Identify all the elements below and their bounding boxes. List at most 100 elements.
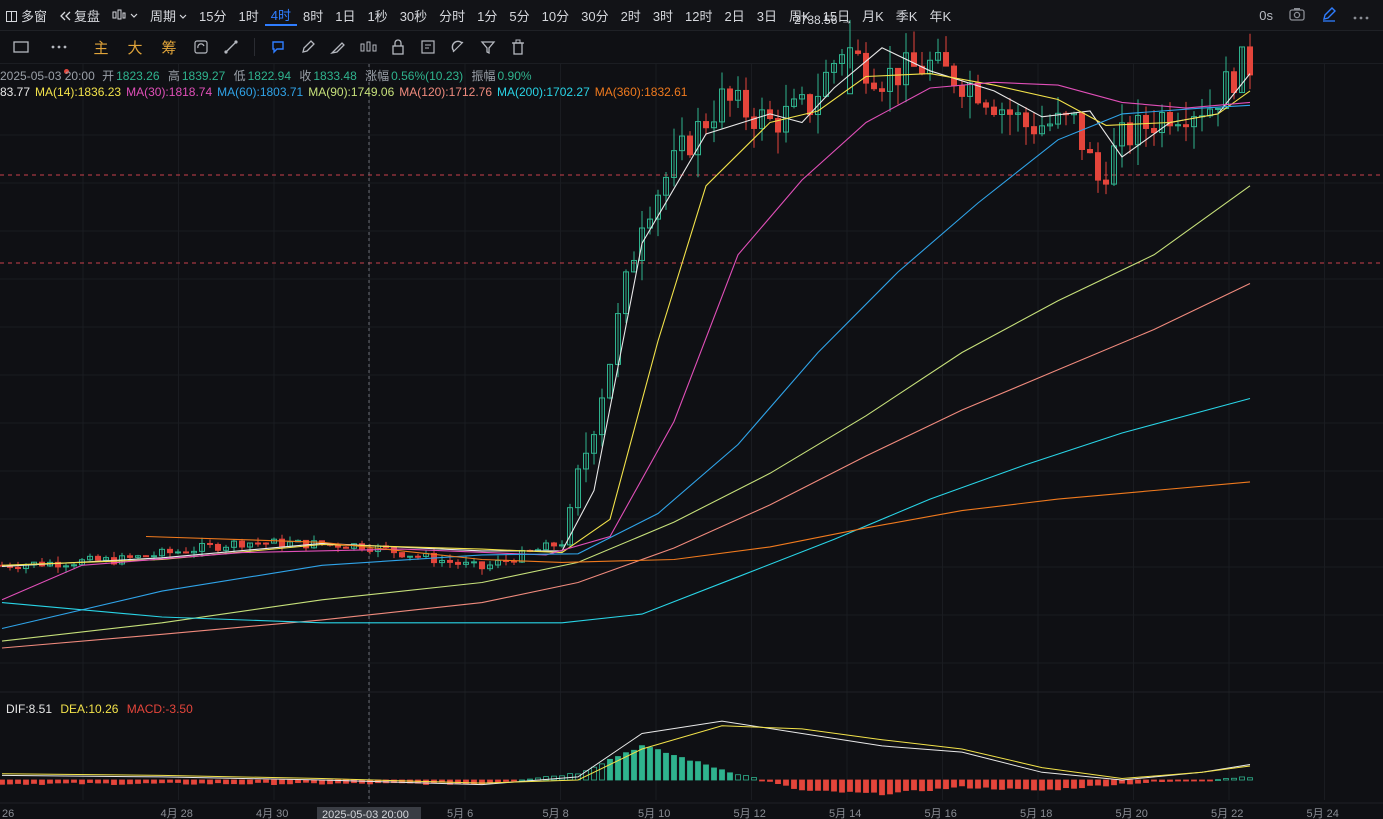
x-axis-tick-label: 5月 12 bbox=[734, 808, 766, 819]
magnet-icon[interactable] bbox=[447, 36, 469, 58]
topbar-item-ctype[interactable] bbox=[106, 8, 144, 23]
macd-bar bbox=[1175, 779, 1181, 782]
macd-bar bbox=[823, 779, 829, 791]
refresh-icon[interactable] bbox=[190, 36, 212, 58]
topbar-item-p15m[interactable]: 15分 bbox=[193, 6, 232, 25]
topbar-item-p2d[interactable]: 2日 bbox=[719, 6, 751, 25]
candle-body bbox=[159, 548, 165, 557]
more-options-icon[interactable] bbox=[48, 36, 70, 58]
topbar-item-p1s[interactable]: 1秒 bbox=[361, 6, 393, 25]
macd-bar bbox=[1223, 778, 1229, 781]
macd-bar bbox=[983, 779, 989, 788]
pen-icon[interactable] bbox=[297, 36, 319, 58]
crosshair-label-bg bbox=[317, 807, 421, 819]
amplitude-label: 振幅 bbox=[471, 69, 496, 83]
x-axis-tick-label: 4月 30 bbox=[256, 808, 288, 819]
crosshair-date-label: 2025-05-03 20:00 bbox=[322, 809, 409, 819]
lock-icon[interactable] bbox=[387, 36, 409, 58]
topbar-item-p1m[interactable]: 1分 bbox=[471, 6, 503, 25]
candle-body bbox=[743, 89, 749, 118]
candle-body bbox=[591, 434, 597, 454]
topbar-item-multi[interactable]: 多窗 bbox=[0, 6, 53, 25]
candle-body bbox=[207, 542, 213, 545]
macd-bar bbox=[807, 779, 813, 791]
candle-body bbox=[1135, 114, 1141, 146]
topbar-item-p15d[interactable]: 15日 bbox=[817, 6, 856, 25]
candle-body bbox=[15, 566, 21, 570]
ma-legend-item: MA(360):1832.61 bbox=[594, 85, 688, 99]
candle-body bbox=[447, 559, 453, 563]
candle-body bbox=[215, 543, 221, 551]
chevron-down-icon bbox=[130, 13, 138, 18]
topbar-item-label: 5分 bbox=[509, 8, 530, 24]
macd-bar bbox=[1055, 779, 1061, 791]
candle-body bbox=[599, 397, 605, 436]
topbar-item-fuquan[interactable]: 复盘 bbox=[53, 6, 106, 25]
trash-icon[interactable] bbox=[507, 36, 529, 58]
chip-distribution-button[interactable]: 筹 bbox=[161, 39, 177, 57]
candle-body bbox=[983, 102, 989, 108]
macd-bar bbox=[143, 779, 149, 784]
filter-icon[interactable] bbox=[477, 36, 499, 58]
topbar-item-label: 月K bbox=[862, 8, 884, 24]
annotation-icon[interactable] bbox=[267, 36, 289, 58]
macd-bar bbox=[711, 767, 717, 781]
macd-bar bbox=[1167, 779, 1173, 782]
candle-body bbox=[959, 85, 965, 97]
topbar-item-pq[interactable]: 季K bbox=[890, 6, 924, 25]
topbar-item-p10m[interactable]: 10分 bbox=[536, 6, 575, 25]
macd-bar bbox=[87, 779, 93, 783]
macd-bar bbox=[1039, 779, 1045, 791]
macd-bar bbox=[815, 779, 821, 791]
macd-bar bbox=[1079, 779, 1085, 789]
topbar-item-py[interactable]: 年K bbox=[923, 6, 957, 25]
topbar-item-p8h[interactable]: 8时 bbox=[297, 6, 329, 25]
candle-body bbox=[975, 82, 981, 104]
camera-icon[interactable] bbox=[1289, 7, 1305, 24]
macd-bar bbox=[1191, 779, 1197, 782]
macd-bar bbox=[775, 779, 781, 784]
topbar-item-p3d[interactable]: 3日 bbox=[751, 6, 783, 25]
brush-icon[interactable] bbox=[327, 36, 349, 58]
macd-bar bbox=[887, 779, 893, 795]
topbar-item-pmo[interactable]: 月K bbox=[856, 6, 890, 25]
macd-bar bbox=[1135, 779, 1141, 784]
candle-body bbox=[951, 65, 957, 87]
topbar-item-pw[interactable]: 周K bbox=[783, 6, 817, 25]
pencil-icon[interactable] bbox=[1321, 6, 1337, 25]
topbar-item-p12h[interactable]: 12时 bbox=[679, 6, 718, 25]
macd-bar bbox=[647, 747, 653, 781]
topbar-item-p2h[interactable]: 2时 bbox=[615, 6, 647, 25]
macd-bar bbox=[231, 779, 237, 785]
candles-icon[interactable] bbox=[357, 36, 379, 58]
topbar-item-label: 4时 bbox=[270, 7, 291, 23]
more-icon[interactable] bbox=[1353, 8, 1369, 23]
topbar-item-p4h[interactable]: 4时 bbox=[264, 5, 297, 26]
macd-bar bbox=[903, 779, 909, 791]
candle-body bbox=[623, 271, 629, 315]
macd-bar bbox=[199, 779, 205, 784]
ohlc-readout: 2025-05-03 20:00 开 1823.26 高 1839.27 低 1822… bbox=[0, 67, 537, 84]
macd-bar bbox=[551, 775, 557, 781]
macd-bar bbox=[911, 779, 917, 791]
big-order-button[interactable]: 大 bbox=[127, 39, 143, 57]
macd-bar bbox=[959, 779, 965, 787]
topbar-item-label: 2时 bbox=[620, 8, 641, 24]
topbar-item-period[interactable]: 周期 bbox=[144, 6, 193, 25]
topbar-item-p5m[interactable]: 5分 bbox=[503, 6, 535, 25]
topbar-item-ptime[interactable]: 分时 bbox=[433, 6, 471, 25]
topbar-item-p30m[interactable]: 30分 bbox=[575, 6, 614, 25]
high-label: 高 bbox=[167, 69, 180, 83]
rectangle-icon[interactable] bbox=[10, 36, 32, 58]
macd-bar bbox=[255, 779, 261, 783]
main-indicator-button[interactable]: 主 bbox=[93, 39, 109, 57]
candle-body bbox=[1087, 148, 1093, 154]
ruler-icon[interactable] bbox=[220, 36, 242, 58]
topbar-item-p30s[interactable]: 30秒 bbox=[394, 6, 433, 25]
low-label: 低 bbox=[233, 69, 246, 83]
topbar-item-p1h[interactable]: 1时 bbox=[233, 6, 265, 25]
edit-list-icon[interactable] bbox=[417, 36, 439, 58]
topbar-item-p3h[interactable]: 3时 bbox=[647, 6, 679, 25]
topbar-item-p1d[interactable]: 1日 bbox=[329, 6, 361, 25]
